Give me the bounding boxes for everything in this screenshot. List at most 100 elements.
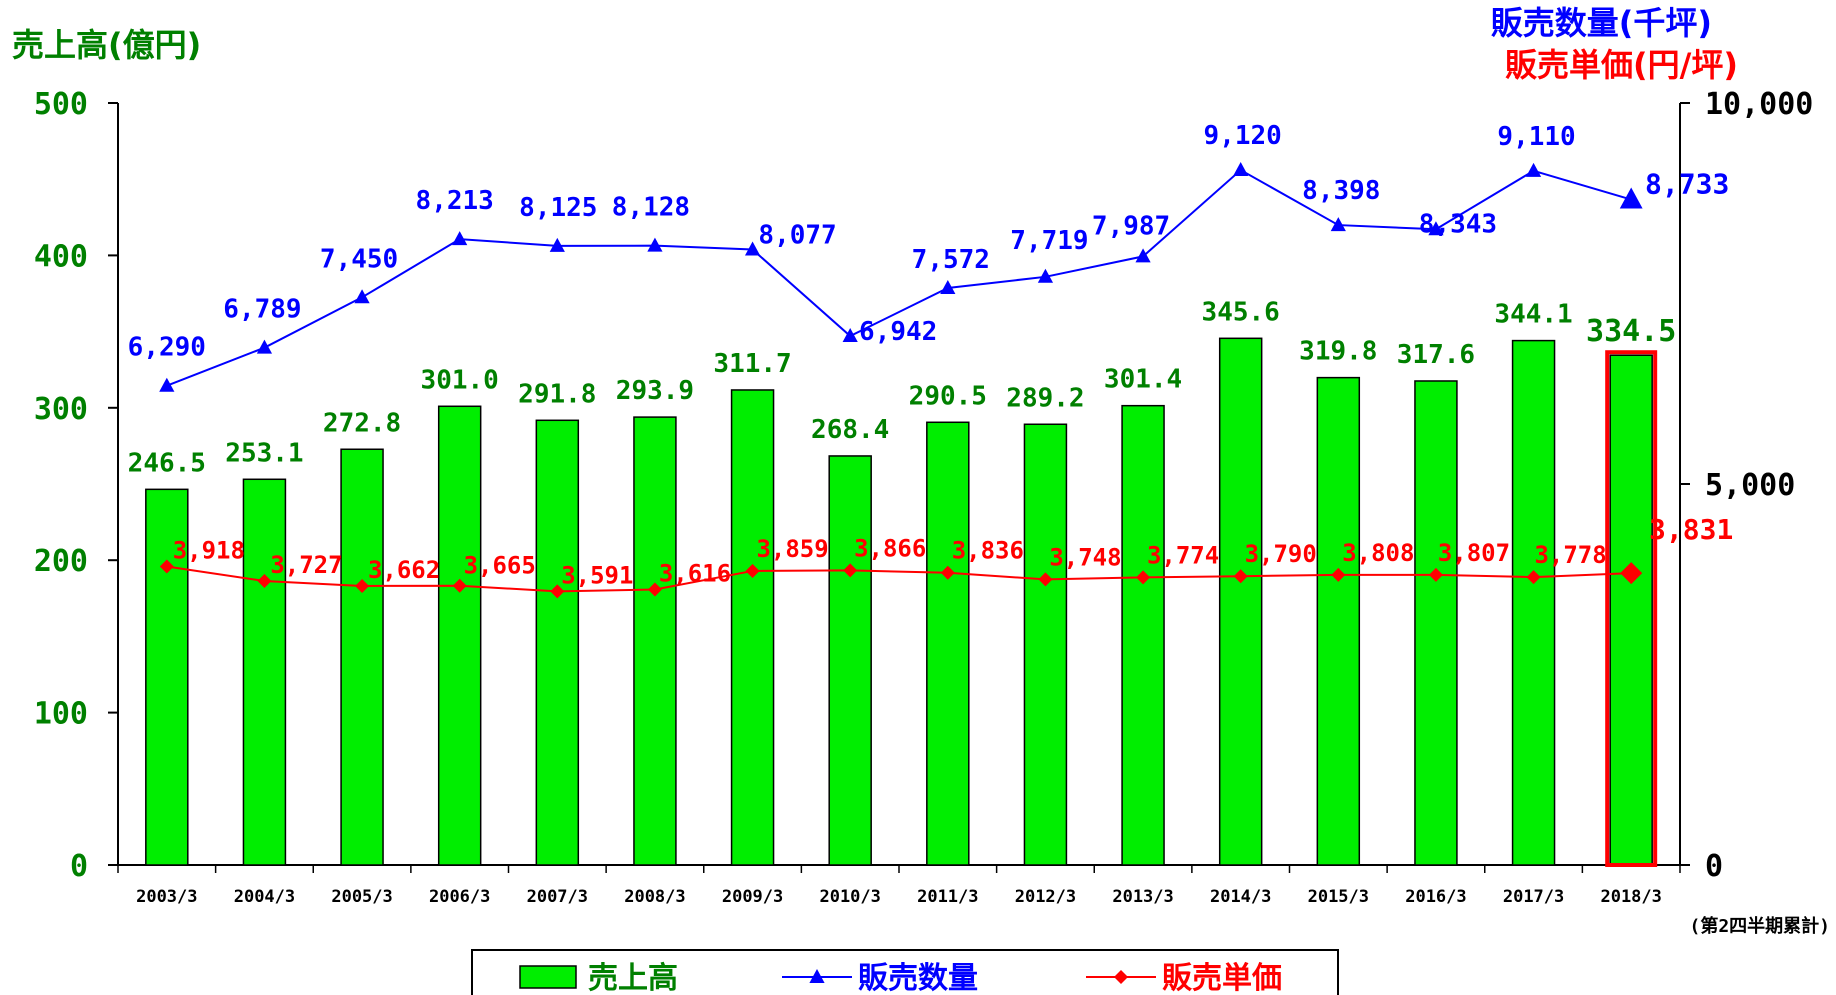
bar-highlight-box (1605, 350, 1658, 867)
category-label: 2014/3 (1210, 887, 1271, 907)
category-label: 2016/3 (1405, 887, 1466, 907)
bar-value-label: 290.5 (909, 381, 987, 411)
bar-value-label: 317.6 (1397, 340, 1475, 370)
quantity-marker (1428, 221, 1444, 236)
left-tick-label: 300 (34, 392, 88, 427)
legend-quantity-marker (809, 969, 825, 983)
price-value-label: 3,831 (1649, 513, 1733, 546)
bar-value-label: 301.4 (1104, 365, 1182, 395)
bar (1511, 339, 1556, 866)
bar-value-label: 334.5 (1586, 314, 1676, 349)
price-marker (1136, 570, 1151, 585)
price-marker (940, 565, 955, 580)
quantity-value-label: 8,128 (612, 193, 690, 223)
price-value-label: 3,748 (1049, 543, 1121, 571)
legend-bar-label: 売上高 (588, 961, 678, 995)
right-axis-title-price: 販売単価(円/坪) (1505, 46, 1738, 84)
price-marker (355, 578, 370, 593)
category-label: 2012/3 (1015, 887, 1076, 907)
quantity-marker (1330, 217, 1346, 232)
right-axis-title-quantity: 販売数量(千坪) (1491, 4, 1712, 42)
quantity-marker (354, 289, 370, 304)
price-marker (1620, 562, 1643, 585)
price-value-label: 3,807 (1438, 539, 1510, 567)
left-tick-label: 200 (34, 544, 88, 579)
bar-value-label: 246.5 (128, 448, 206, 478)
bar-value-label: 344.1 (1494, 300, 1572, 330)
price-value-label: 3,591 (561, 561, 633, 589)
bar-value-label: 289.2 (1006, 383, 1084, 413)
category-label: 2011/3 (917, 887, 978, 907)
category-label: 2015/3 (1308, 887, 1369, 907)
price-value-label: 3,774 (1147, 541, 1219, 569)
bar-value-label: 345.6 (1202, 297, 1280, 327)
bar-value-label: 301.0 (421, 365, 499, 395)
price-value-label: 3,866 (854, 534, 926, 562)
bar (1316, 376, 1361, 866)
quantity-value-label: 7,450 (320, 244, 398, 274)
quantity-marker (1233, 162, 1249, 177)
quantity-marker (1037, 268, 1054, 283)
price-marker (843, 563, 858, 578)
quantity-value-label: 6,290 (128, 333, 206, 363)
left-tick-label: 400 (34, 239, 88, 274)
category-label: 2004/3 (234, 887, 295, 907)
left-tick-label: 0 (70, 849, 88, 884)
quantity-marker (842, 328, 858, 343)
quantity-value-label: 8,077 (758, 221, 836, 251)
price-marker (647, 582, 662, 597)
price-value-label: 3,790 (1245, 540, 1317, 568)
legend-bar-swatch (519, 965, 577, 989)
price-marker (1038, 572, 1053, 587)
category-label: 2017/3 (1503, 887, 1564, 907)
price-marker (1331, 567, 1346, 582)
price-value-label: 3,808 (1342, 539, 1414, 567)
price-value-label: 3,662 (368, 556, 440, 584)
bar-value-label: 319.8 (1299, 337, 1377, 367)
quantity-value-label: 7,987 (1092, 211, 1170, 241)
legend-box (471, 949, 1339, 995)
quantity-line (166, 168, 1632, 387)
footnote: (第2四半期累計) (1689, 915, 1830, 937)
bar (1414, 380, 1458, 866)
bar (145, 488, 189, 866)
bar-value-label: 268.4 (811, 415, 889, 445)
legend-price-label: 販売単価 (1162, 961, 1282, 995)
quantity-marker (1525, 162, 1542, 177)
bar (633, 416, 677, 866)
quantity-value-label: 9,120 (1204, 121, 1282, 151)
quantity-marker (1619, 187, 1643, 209)
category-label: 2009/3 (722, 887, 783, 907)
bar (340, 448, 384, 866)
category-label: 2010/3 (819, 887, 880, 907)
quantity-marker (159, 377, 175, 392)
price-marker (1233, 569, 1248, 584)
price-marker (1526, 570, 1541, 585)
category-label: 2003/3 (136, 887, 197, 907)
price-marker (159, 559, 174, 574)
bar (1121, 404, 1165, 866)
bar-value-label: 272.8 (323, 408, 401, 438)
price-line (166, 565, 1632, 593)
price-value-label: 3,918 (173, 536, 245, 564)
quantity-marker (940, 280, 956, 295)
quantity-marker (549, 237, 565, 252)
price-marker (550, 584, 565, 599)
quantity-marker (647, 237, 663, 252)
quantity-marker (256, 339, 273, 354)
right-tick-label: 5,000 (1705, 468, 1795, 503)
price-marker (745, 563, 760, 578)
bar-value-label: 291.8 (518, 379, 596, 409)
bar (437, 405, 482, 866)
price-value-label: 3,859 (756, 535, 828, 563)
quantity-value-label: 8,398 (1302, 176, 1380, 206)
quantity-value-label: 7,719 (1010, 226, 1088, 256)
quantity-value-label: 6,942 (859, 317, 937, 347)
left-tick-label: 100 (34, 697, 88, 732)
legend-price-marker (1114, 970, 1128, 984)
quantity-value-label: 8,213 (416, 186, 494, 216)
quantity-value-label: 6,789 (223, 295, 301, 325)
legend-quantity-label: 販売数量 (858, 961, 978, 995)
price-value-label: 3,727 (270, 551, 342, 579)
